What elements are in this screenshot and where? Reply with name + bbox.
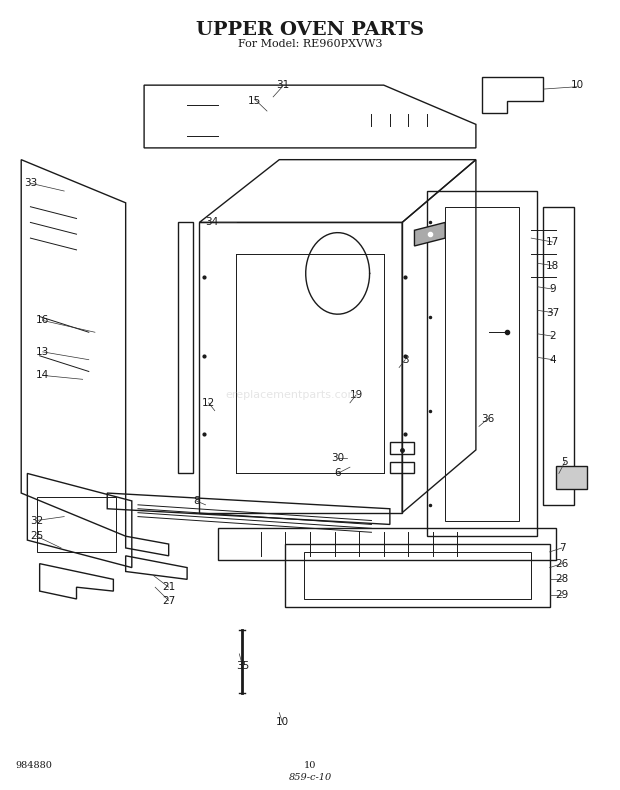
Text: 10: 10 <box>304 761 316 769</box>
Text: 33: 33 <box>24 179 37 188</box>
Text: 25: 25 <box>30 531 43 541</box>
Text: 27: 27 <box>162 596 175 605</box>
Text: 7: 7 <box>559 543 565 553</box>
Text: 16: 16 <box>36 315 50 325</box>
Text: 5: 5 <box>562 457 569 467</box>
Text: 4: 4 <box>549 355 556 365</box>
Text: 17: 17 <box>546 237 559 247</box>
Text: 8: 8 <box>193 496 200 506</box>
Text: 6: 6 <box>334 468 341 479</box>
Text: ereplacementparts.com: ereplacementparts.com <box>225 390 358 400</box>
Text: 35: 35 <box>236 660 249 671</box>
Text: 14: 14 <box>36 371 50 381</box>
Text: 28: 28 <box>556 574 569 585</box>
Text: 3: 3 <box>402 355 409 365</box>
Text: 36: 36 <box>482 413 495 423</box>
Text: 30: 30 <box>331 453 344 463</box>
Text: 9: 9 <box>549 284 556 294</box>
Text: 21: 21 <box>162 582 175 592</box>
Text: 32: 32 <box>30 516 43 525</box>
Text: 984880: 984880 <box>15 761 52 769</box>
Text: 29: 29 <box>556 590 569 600</box>
Text: 37: 37 <box>546 307 559 318</box>
Text: 19: 19 <box>350 390 363 400</box>
Text: 18: 18 <box>546 261 559 270</box>
Text: For Model: RE960PXVW3: For Model: RE960PXVW3 <box>237 39 383 48</box>
Text: UPPER OVEN PARTS: UPPER OVEN PARTS <box>196 21 424 40</box>
Text: 31: 31 <box>276 80 289 90</box>
Polygon shape <box>556 465 587 489</box>
Text: 15: 15 <box>248 96 261 106</box>
Text: 34: 34 <box>205 217 218 228</box>
Text: 26: 26 <box>556 559 569 569</box>
Text: 859-c-10: 859-c-10 <box>288 773 332 781</box>
Text: 13: 13 <box>36 347 50 357</box>
Bar <box>37 497 117 552</box>
Text: 10: 10 <box>276 717 289 727</box>
Text: 10: 10 <box>571 80 584 90</box>
Polygon shape <box>414 223 445 246</box>
Bar <box>178 223 193 473</box>
Text: 12: 12 <box>202 398 215 408</box>
Text: 2: 2 <box>549 331 556 341</box>
